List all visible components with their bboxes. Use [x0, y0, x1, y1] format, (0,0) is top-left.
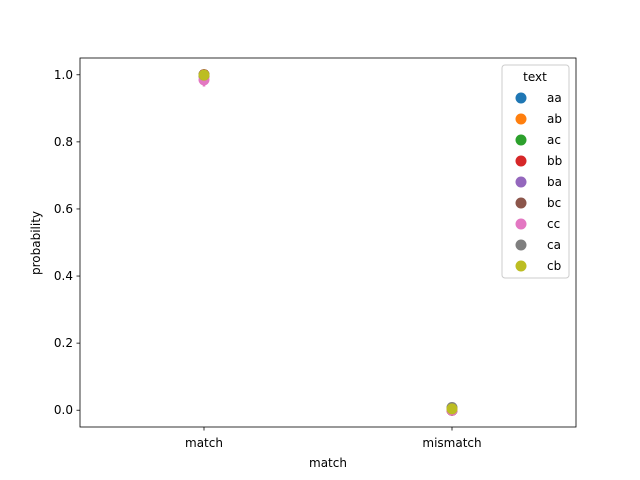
legend-label-ba: ba	[547, 175, 562, 189]
y-tick-label: 0.6	[54, 202, 73, 216]
legend-marker-cb	[515, 260, 527, 272]
plot-area	[198, 69, 458, 416]
legend-label-cb: cb	[547, 259, 561, 273]
y-tick-label: 0.4	[54, 269, 73, 283]
legend-label-ca: ca	[547, 238, 561, 252]
x-tick-label: mismatch	[422, 436, 481, 450]
x-axis-label: match	[309, 456, 347, 470]
legend-items: aa ab ac bb ba bc cc ca cb	[515, 91, 562, 273]
legend-marker-bc	[515, 197, 527, 209]
axes-frame	[79, 57, 577, 428]
data-point-cb-mismatch	[446, 403, 458, 415]
legend-marker-ca	[515, 239, 527, 251]
legend-label-bc: bc	[547, 196, 561, 210]
legend-marker-ac	[515, 134, 527, 146]
x-tick-label: match	[185, 436, 223, 450]
y-tick-label: 0.2	[54, 336, 73, 350]
legend-label-bb: bb	[547, 154, 562, 168]
legend-marker-ab	[515, 113, 527, 125]
axis-ticks: 0.0 0.2 0.4 0.6 0.8 1.0 match mismatch	[54, 68, 482, 450]
data-point-cb-match	[198, 69, 210, 81]
legend-label-cc: cc	[547, 217, 560, 231]
legend-label-ac: ac	[547, 133, 561, 147]
legend-marker-bb	[515, 155, 527, 167]
legend-marker-ba	[515, 176, 527, 188]
y-tick-label: 0.0	[54, 403, 73, 417]
legend-marker-cc	[515, 218, 527, 230]
legend-label-ab: ab	[547, 112, 562, 126]
legend-title: text	[523, 70, 547, 84]
legend-label-aa: aa	[547, 91, 562, 105]
y-tick-label: 1.0	[54, 68, 73, 82]
y-tick-label: 0.8	[54, 135, 73, 149]
legend: text aa ab ac bb ba bc cc ca cb	[501, 64, 570, 279]
legend-marker-aa	[515, 92, 527, 104]
y-axis-label: probability	[29, 211, 43, 275]
